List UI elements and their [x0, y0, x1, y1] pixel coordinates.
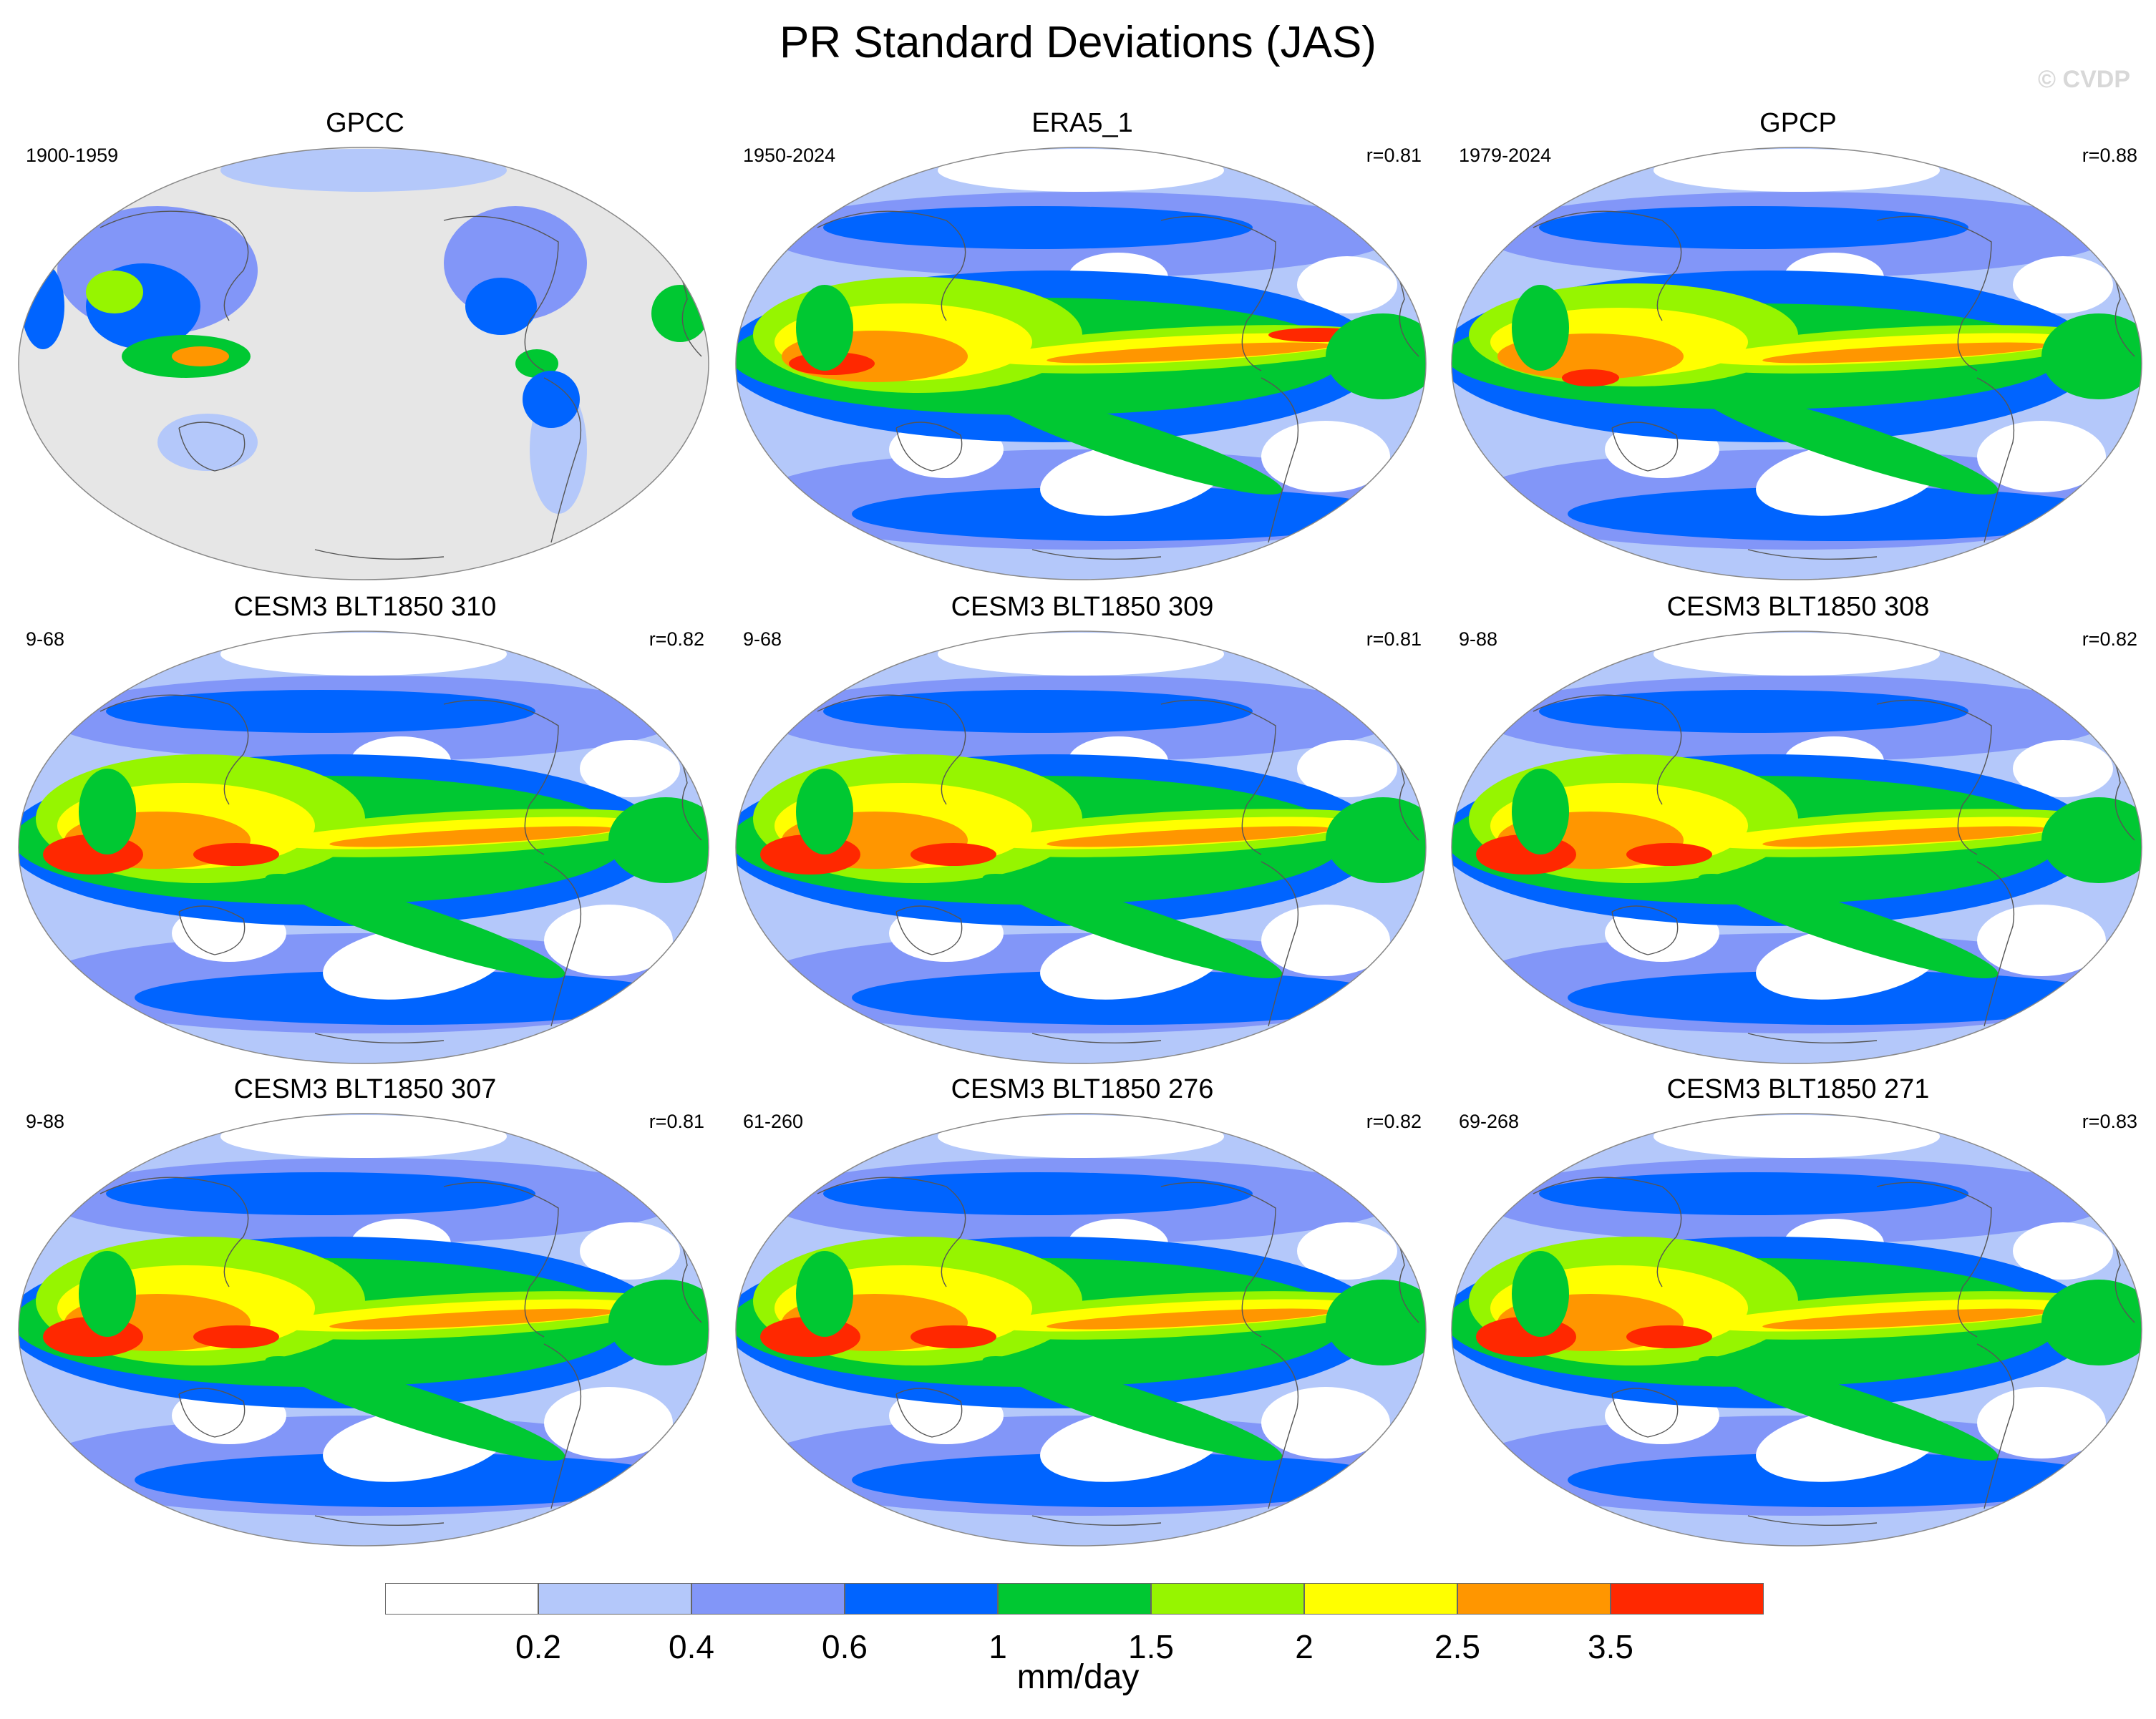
map-svg — [1451, 147, 2142, 580]
panel-title: GPCC — [326, 108, 404, 138]
map-svg — [735, 1113, 1427, 1547]
colorbar-swatch — [1304, 1583, 1457, 1615]
colorbar-units: mm/day — [1016, 1658, 1140, 1696]
map-svg — [735, 147, 1427, 580]
panel-correlation: r=0.82 — [2082, 628, 2137, 650]
colorbar-tick-label: 2 — [1295, 1628, 1313, 1665]
map-panel: GPCP 1979-2024 r=0.88 — [1447, 107, 2149, 594]
colorbar-swatch — [845, 1583, 998, 1615]
map-panel: ERA5_1 1950-2024 r=0.81 — [732, 107, 1433, 594]
map-panel: CESM3 BLT1850 307 9-88 r=0.81 — [14, 1073, 716, 1560]
colorbar-swatch — [998, 1583, 1151, 1615]
panel-title: CESM3 BLT1850 310 — [233, 592, 497, 622]
panel-years: 1979-2024 — [1459, 145, 1552, 166]
panel-years: 9-88 — [1459, 628, 1498, 650]
panel-correlation: r=0.81 — [1366, 628, 1422, 650]
colorbar-tick-label: 0.4 — [669, 1628, 714, 1665]
colorbar-swatch — [1457, 1583, 1611, 1615]
map-svg — [735, 630, 1427, 1064]
map-svg — [18, 1113, 709, 1547]
map-panel: CESM3 BLT1850 309 9-68 r=0.81 — [732, 591, 1433, 1078]
map-svg — [18, 147, 709, 580]
map-svg — [1451, 1113, 2142, 1547]
map-panel: CESM3 BLT1850 276 61-260 r=0.82 — [732, 1073, 1433, 1560]
colorbar-tick-label: 1 — [989, 1628, 1007, 1665]
panel-correlation: r=0.82 — [1366, 1111, 1422, 1132]
panel-title: CESM3 BLT1850 307 — [233, 1074, 497, 1104]
panel-title: ERA5_1 — [1031, 108, 1133, 138]
panel-correlation: r=0.81 — [1366, 145, 1422, 166]
panel-years: 9-68 — [743, 628, 782, 650]
panel-correlation: r=0.88 — [2082, 145, 2137, 166]
panel-years: 9-88 — [26, 1111, 65, 1132]
panel-years: 61-260 — [743, 1111, 804, 1132]
panel-correlation: r=0.81 — [649, 1111, 704, 1132]
map-svg — [18, 630, 709, 1064]
panel-title: CESM3 BLT1850 276 — [951, 1074, 1214, 1104]
colorbar-swatch — [538, 1583, 691, 1615]
panel-years: 1950-2024 — [743, 145, 836, 166]
colorbar-swatch — [1611, 1583, 1764, 1615]
map-panel: CESM3 BLT1850 308 9-88 r=0.82 — [1447, 591, 2149, 1078]
cvdp-watermark: © CVDP — [2038, 66, 2130, 93]
colorbar-swatch — [1151, 1583, 1304, 1615]
panel-title: CESM3 BLT1850 308 — [1666, 592, 1930, 622]
panel-title: GPCP — [1759, 108, 1837, 138]
colorbar-swatch — [385, 1583, 538, 1615]
panel-years: 1900-1959 — [26, 145, 119, 166]
colorbar-swatch — [691, 1583, 845, 1615]
panel-years: 69-268 — [1459, 1111, 1520, 1132]
colorbar-tick-label: 2.5 — [1434, 1628, 1480, 1665]
panel-years: 9-68 — [26, 628, 65, 650]
panel-correlation: r=0.83 — [2082, 1111, 2137, 1132]
colorbar-tick-label: 0.2 — [515, 1628, 561, 1665]
colorbar-tick-label: 3.5 — [1588, 1628, 1633, 1665]
map-panel: CESM3 BLT1850 271 69-268 r=0.83 — [1447, 1073, 2149, 1560]
map-panel: GPCC 1900-1959 — [14, 107, 716, 594]
panel-correlation: r=0.82 — [649, 628, 704, 650]
map-panel: CESM3 BLT1850 310 9-68 r=0.82 — [14, 591, 716, 1078]
colorbar-tick-label: 1.5 — [1128, 1628, 1174, 1665]
colorbar-tick-label: 0.6 — [822, 1628, 868, 1665]
panel-title: CESM3 BLT1850 271 — [1666, 1074, 1930, 1104]
panel-title: CESM3 BLT1850 309 — [951, 592, 1214, 622]
map-svg — [1451, 630, 2142, 1064]
figure-title: PR Standard Deviations (JAS) — [780, 18, 1376, 67]
